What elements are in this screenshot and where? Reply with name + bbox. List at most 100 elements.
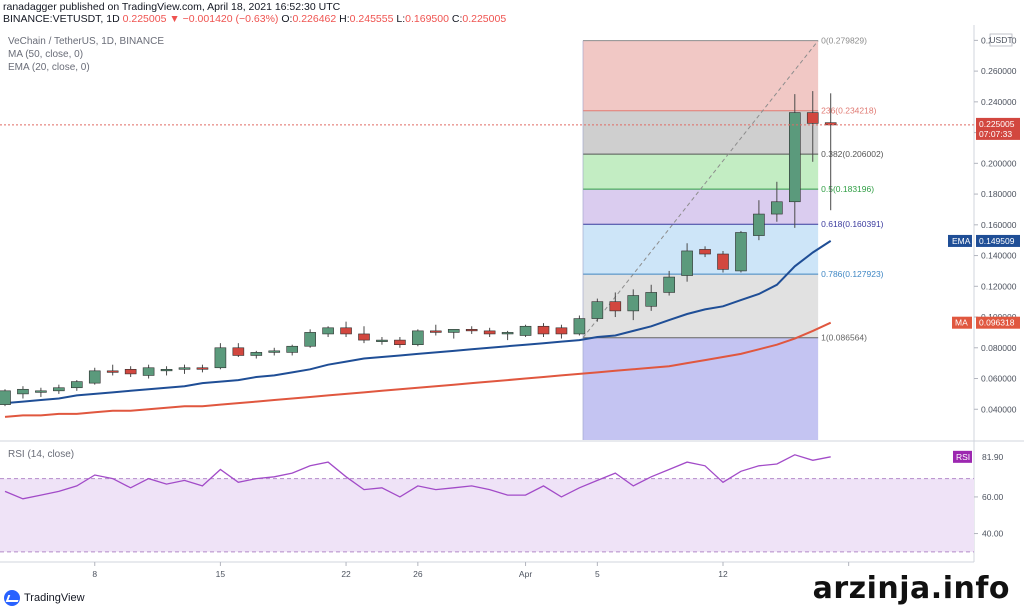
candle-down [824, 122, 837, 126]
candle-up [250, 352, 263, 356]
candle-up [53, 387, 65, 392]
price-tick-label: 0.060000 [981, 374, 1017, 384]
candle-down [340, 327, 352, 335]
fib-label-1: 1(0.086564) [821, 333, 867, 343]
fib-zone-0.5 [582, 189, 819, 225]
price-tick-label: 0.080000 [981, 343, 1017, 353]
price-tick-label: 0.260000 [981, 66, 1017, 76]
candle-down [555, 327, 568, 335]
ema-tag-value-bg [976, 234, 1020, 247]
candle-up [735, 232, 747, 272]
rsi-tag-label-bg [953, 450, 972, 463]
fib-zone-0 [582, 40, 819, 111]
ma-tag-value-bg [976, 316, 1020, 329]
ema-tag-value: 0.149509 [979, 236, 1015, 246]
fib-retracement[interactable]: 0(0.279829) 236(0.234218) 0.382(0.206002) 0… [582, 36, 884, 440]
candle-down [429, 330, 442, 333]
last-price-text: 0.225005 [122, 13, 167, 25]
ma-tag-label: MA [955, 318, 968, 328]
rsi-tick-label: 40.00 [982, 529, 1004, 539]
candle-up [0, 390, 11, 405]
watermark: arzinja.info [806, 571, 1016, 606]
publish-line: ranadagger published on TradingView.com,… [3, 1, 340, 13]
time-tick-label: 5 [595, 569, 600, 579]
price-tick-label: 0.120000 [981, 281, 1017, 291]
low-value: 0.169500 [405, 13, 449, 25]
candle-up [268, 350, 281, 353]
candle-down [483, 330, 496, 335]
fib-zone-0.786 [582, 274, 819, 338]
rsi-band [0, 478, 974, 552]
close-value: 0.225005 [462, 13, 507, 25]
tradingview-logo[interactable]: TradingView [4, 590, 85, 606]
publish-text: ranadagger published on TradingView.com,… [3, 1, 341, 13]
close-label: C: [451, 13, 463, 25]
candle-down [609, 301, 622, 312]
candle-up [178, 367, 191, 370]
candle-up [412, 330, 424, 346]
time-tick-label: 22 [341, 569, 351, 579]
candle-up [771, 201, 783, 215]
candle-down [358, 333, 370, 341]
fib-label-0.786: 0.786(0.127923) [821, 269, 884, 279]
candle-down [232, 347, 245, 356]
price-tick-label: 0.180000 [981, 189, 1017, 199]
candle-up [376, 339, 388, 342]
currency-box[interactable] [989, 33, 1013, 47]
candle-up [753, 213, 765, 236]
last-price-value: 0.225005 [979, 119, 1015, 129]
candle-up [142, 367, 155, 376]
time-tick-label: 12 [718, 569, 728, 579]
down-arrow-icon: ▼ [169, 13, 180, 25]
open-label: O: [281, 13, 293, 25]
chart-title[interactable]: VeChain / TetherUS, 1D, BINANCE [8, 36, 164, 47]
candle-up [663, 276, 675, 293]
candle-down [394, 339, 406, 346]
open-value: 0.226462 [292, 13, 337, 25]
fib-label-0: 0(0.279829) [821, 36, 867, 46]
candle-up [447, 329, 460, 333]
ema-value-tag: EMA 0.149509 [948, 234, 1020, 247]
rsi-value-tag: RSI 81.90 [953, 450, 1004, 463]
candle-up [591, 301, 604, 319]
price-tick-label: 0.200000 [981, 158, 1017, 168]
candle-up [304, 332, 316, 347]
candle-down [124, 368, 137, 375]
candle-up [501, 332, 514, 335]
fib-label-0.236: 236(0.234218) [821, 106, 876, 116]
candle-up [573, 318, 586, 335]
rsi-line [4, 454, 831, 500]
ema-20-line [4, 240, 832, 405]
ticker-line: BINANCE:VETUSDT, 1D 0.225005 ▼ −0.001420… [3, 13, 506, 25]
last-price-tag: 0.225005 07:07:33 [976, 117, 1020, 140]
high-value: 0.245555 [349, 13, 394, 25]
candle-down [699, 249, 711, 255]
candle-down [806, 112, 819, 124]
candle-down [196, 367, 209, 370]
ma-legend[interactable]: MA (50, close, 0) [8, 49, 84, 60]
candle-down [717, 253, 729, 270]
tradingview-icon [4, 590, 20, 606]
rsi-tag-label: RSI [956, 452, 970, 462]
time-tick-label: 8 [92, 569, 97, 579]
tradingview-text: TradingView [24, 592, 85, 604]
time-tick-label: 26 [413, 569, 423, 579]
countdown-value: 07:07:33 [979, 129, 1012, 139]
candle-up [71, 381, 83, 389]
rsi-tag-value: 81.90 [982, 452, 1004, 462]
currency-label: USDT [989, 35, 1012, 45]
change-text: −0.001420 (−0.63%) [182, 13, 279, 25]
price-tick-label: 0.040000 [981, 404, 1017, 414]
candles [0, 91, 837, 407]
price-tick-label: 0.160000 [981, 220, 1017, 230]
ema-tag-label: EMA [952, 236, 971, 246]
candle-up [322, 327, 334, 335]
candle-up [681, 250, 693, 276]
ema-legend[interactable]: EMA (20, close, 0) [8, 62, 90, 73]
candle-up [17, 388, 29, 395]
fib-trend-line [582, 40, 819, 338]
candle-up [519, 325, 532, 336]
rsi-legend[interactable]: RSI (14, close) [8, 449, 75, 460]
candle-up [788, 112, 801, 203]
